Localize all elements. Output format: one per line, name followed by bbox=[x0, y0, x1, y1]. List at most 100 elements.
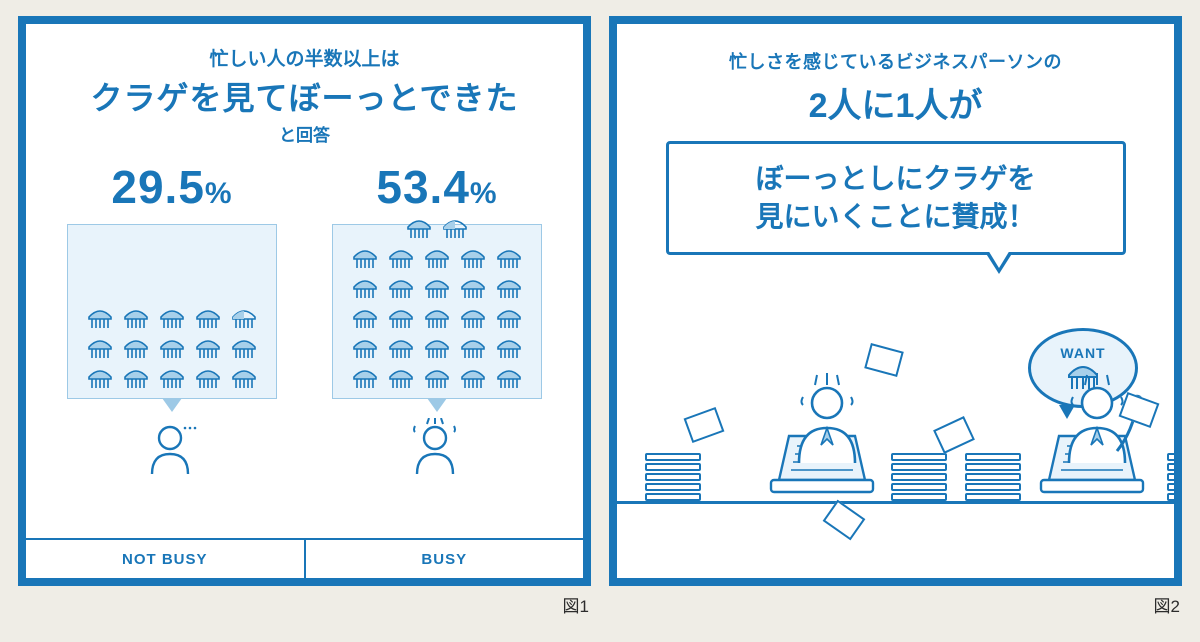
isotype-row bbox=[343, 216, 531, 240]
paper-stack-sheet bbox=[1167, 483, 1182, 491]
caption-figure-2: 図2 bbox=[609, 592, 1182, 617]
jellyfish-icon bbox=[86, 366, 114, 390]
jellyfish-icon bbox=[495, 246, 523, 270]
paper-stack bbox=[1167, 451, 1182, 501]
isotype-row bbox=[343, 336, 531, 360]
panel2-title-line2: 2人に1人が bbox=[617, 78, 1174, 127]
infographic-row: 忙しい人の半数以上は クラゲを見てぼーっとできた と回答 29.5% bbox=[18, 16, 1182, 586]
jellyfish-icon bbox=[351, 336, 379, 360]
paper-stack-sheet bbox=[1167, 463, 1182, 471]
panel1-title-line1: 忙しい人の半数以上は bbox=[26, 44, 583, 71]
isotype-row bbox=[343, 246, 531, 270]
panel1-title-line3: と回答 bbox=[26, 121, 583, 146]
paper-stack-sheet bbox=[1167, 473, 1182, 481]
jellyfish-icon bbox=[405, 216, 433, 240]
percent-value: 29.5% bbox=[55, 160, 290, 214]
flying-paper bbox=[864, 343, 904, 377]
caption-row: 図1 図2 bbox=[18, 592, 1182, 617]
paper-stack bbox=[891, 451, 947, 501]
jellyfish-icon bbox=[194, 366, 222, 390]
person-illustration bbox=[55, 418, 290, 478]
jellyfish-icon bbox=[158, 336, 186, 360]
jellyfish-icon bbox=[158, 366, 186, 390]
jellyfish-icon bbox=[387, 246, 415, 270]
office-person-icon bbox=[777, 373, 887, 463]
paper-stack-sheet bbox=[965, 463, 1021, 471]
jellyfish-icon bbox=[351, 246, 379, 270]
panel-figure-2: 忙しさを感じているビジネスパーソンの 2人に1人が ぼーっとしにクラゲを 見にい… bbox=[609, 16, 1182, 586]
jellyfish-icon bbox=[495, 276, 523, 300]
flying-paper bbox=[684, 407, 725, 443]
jellyfish-icon bbox=[495, 306, 523, 330]
footer-label-busy: BUSY bbox=[304, 540, 584, 578]
jellyfish-icon bbox=[387, 306, 415, 330]
jellyfish-icon bbox=[387, 336, 415, 360]
panel-figure-1: 忙しい人の半数以上は クラゲを見てぼーっとできた と回答 29.5% bbox=[18, 16, 591, 586]
panel2-office-scene: WANT bbox=[617, 318, 1174, 578]
jellyfish-icon bbox=[387, 366, 415, 390]
paper-stack-sheet bbox=[645, 493, 701, 501]
panel2-title-line1: 忙しさを感じているビジネスパーソンの bbox=[617, 48, 1174, 74]
paper-stack-sheet bbox=[891, 473, 947, 481]
jellyfish-icon bbox=[122, 336, 150, 360]
panel1-columns: 29.5% bbox=[26, 160, 583, 478]
person-icon bbox=[407, 418, 467, 474]
paper-stack-sheet bbox=[1167, 453, 1182, 461]
jellyfish-icon bbox=[122, 366, 150, 390]
jellyfish-icon bbox=[495, 336, 523, 360]
isotype-grid bbox=[67, 224, 277, 399]
paper-stack-sheet bbox=[891, 493, 947, 501]
paper-stack-sheet bbox=[965, 493, 1021, 501]
panel2-bubble-line2: 見にいくことに賛成！ bbox=[679, 198, 1113, 236]
jellyfish-icon bbox=[230, 366, 258, 390]
jellyfish-icon bbox=[441, 216, 469, 240]
callout-tail bbox=[427, 398, 447, 412]
jellyfish-icon bbox=[423, 366, 451, 390]
jellyfish-icon bbox=[387, 276, 415, 300]
paper-stack-sheet bbox=[645, 463, 701, 471]
isotype-row bbox=[343, 366, 531, 390]
jellyfish-icon bbox=[351, 366, 379, 390]
paper-stack-sheet bbox=[891, 463, 947, 471]
want-label: WANT bbox=[1060, 345, 1105, 361]
jellyfish-icon bbox=[86, 306, 114, 330]
isotype-column-not_busy: 29.5% bbox=[55, 160, 290, 478]
panel1-title-line2: クラゲを見てぼーっとできた bbox=[26, 73, 583, 119]
isotype-column-busy: 53.4% bbox=[320, 160, 555, 478]
paper-stack-sheet bbox=[645, 453, 701, 461]
flying-paper bbox=[823, 500, 866, 541]
jellyfish-icon bbox=[351, 276, 379, 300]
jellyfish-icon bbox=[351, 306, 379, 330]
panel2-bubble-line1: ぼーっとしにクラゲを bbox=[679, 160, 1113, 198]
jellyfish-icon bbox=[423, 246, 451, 270]
desk-line bbox=[617, 501, 1174, 504]
jellyfish-icon bbox=[423, 336, 451, 360]
jellyfish-icon bbox=[194, 306, 222, 330]
jellyfish-icon bbox=[459, 306, 487, 330]
jellyfish-icon bbox=[158, 306, 186, 330]
paper-stack-sheet bbox=[645, 473, 701, 481]
jellyfish-icon bbox=[459, 336, 487, 360]
paper-stack bbox=[645, 451, 701, 501]
office-person bbox=[777, 373, 887, 468]
callout-tail bbox=[162, 398, 182, 412]
jellyfish-icon bbox=[230, 306, 258, 330]
panel1-title: 忙しい人の半数以上は クラゲを見てぼーっとできた と回答 bbox=[26, 44, 583, 146]
paper-stack-sheet bbox=[891, 483, 947, 491]
isotype-grid bbox=[332, 224, 542, 399]
jellyfish-icon bbox=[495, 366, 523, 390]
panel2-title: 忙しさを感じているビジネスパーソンの 2人に1人が bbox=[617, 48, 1174, 127]
panel2-speech-bubble: ぼーっとしにクラゲを 見にいくことに賛成！ bbox=[666, 141, 1126, 255]
person-icon bbox=[142, 418, 202, 474]
jellyfish-icon bbox=[423, 306, 451, 330]
footer-label-not_busy: NOT BUSY bbox=[26, 540, 304, 578]
jellyfish-icon bbox=[86, 336, 114, 360]
paper-stack-sheet bbox=[1167, 493, 1182, 501]
jellyfish-icon bbox=[230, 336, 258, 360]
flying-paper bbox=[933, 416, 975, 454]
paper-stack bbox=[965, 451, 1021, 501]
paper-stack-sheet bbox=[645, 483, 701, 491]
isotype-row bbox=[78, 336, 266, 360]
percent-value: 53.4% bbox=[320, 160, 555, 214]
isotype-row bbox=[343, 276, 531, 300]
